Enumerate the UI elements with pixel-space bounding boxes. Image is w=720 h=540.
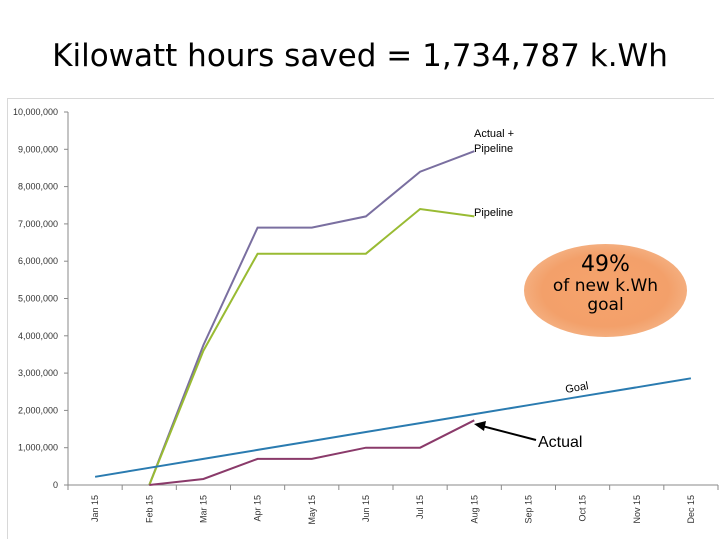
y-tick-label: 2,000,000	[18, 405, 58, 415]
y-tick-label: 3,000,000	[18, 368, 58, 378]
actual-arrow-head	[474, 421, 486, 431]
badge-percent: 49%	[581, 252, 630, 277]
x-tick-label: Jul 15	[415, 495, 425, 519]
annotation-actual-pipeline-line1: Actual +	[474, 128, 514, 140]
x-tick-label: May 15	[307, 495, 317, 525]
y-tick-label: 4,000,000	[18, 331, 58, 341]
x-tick-label: Feb 15	[144, 495, 154, 523]
y-tick-label: 8,000,000	[18, 182, 58, 192]
y-tick-label: 9,000,000	[18, 144, 58, 154]
actual-arrow-line	[481, 425, 537, 441]
series-lines	[94, 150, 692, 486]
x-tick-label: Apr 15	[253, 495, 263, 522]
series-line-actual	[149, 419, 475, 486]
chart-frame	[7, 98, 714, 539]
y-tick-label: 5,000,000	[18, 294, 58, 304]
series-line-actual-pipeline	[148, 150, 475, 486]
x-axis-ticks: Jan 15 Feb 15 Mar 15 Apr 15 May 15 Jun 15 Jul …	[67, 485, 719, 525]
x-tick-label: Mar 15	[198, 495, 208, 523]
x-tick-label: Dec 15	[686, 495, 696, 524]
y-tick-label: 1,000,000	[18, 443, 58, 453]
x-tick-label: Jan 15	[90, 495, 100, 522]
y-tick-label: 7,000,000	[18, 219, 58, 229]
series-line-goal	[94, 377, 692, 478]
slide-title: Kilowatt hours saved = 1,734,787 k.Wh	[52, 38, 668, 74]
x-tick-label: Nov 15	[632, 495, 642, 524]
y-axis-ticks: 0 1,000,000 2,000,000 3,000,000 4,000,000 5,0…	[13, 107, 68, 490]
goal-percent-badge: 49% of new k.Wh goal	[524, 244, 687, 337]
annotations: Actual + Pipeline Pipeline Goal Actual	[474, 128, 589, 451]
series-line-pipeline	[148, 207, 475, 486]
x-tick-label: Oct 15	[578, 495, 588, 522]
y-tick-label: 6,000,000	[18, 256, 58, 266]
annotation-pipeline: Pipeline	[474, 207, 513, 219]
y-tick-label: 10,000,000	[13, 107, 58, 117]
badge-text: of new k.Wh goal	[552, 276, 659, 315]
annotation-actual: Actual	[538, 434, 582, 451]
x-tick-label: Aug 15	[469, 495, 479, 524]
x-tick-label: Sep 15	[523, 495, 533, 524]
annotation-actual-pipeline-line2: Pipeline	[474, 143, 513, 155]
annotation-goal: Goal	[564, 380, 589, 396]
x-tick-label: Jun 15	[361, 495, 371, 522]
y-tick-label: 0	[53, 480, 58, 490]
